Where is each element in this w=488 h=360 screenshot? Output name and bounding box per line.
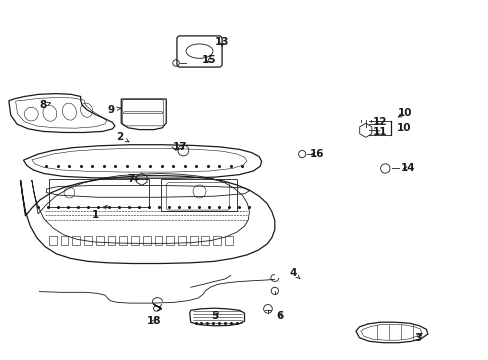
Text: 5: 5 [211,311,218,321]
Bar [166,236,174,245]
Bar [213,236,221,245]
Bar [84,236,92,245]
Text: 8: 8 [40,100,50,110]
Bar [119,236,127,245]
Bar [72,236,80,245]
Text: 11: 11 [372,127,387,138]
Bar [61,236,68,245]
Bar [201,236,209,245]
Text: 7: 7 [127,174,138,184]
Bar [161,179,237,211]
Bar [49,179,149,207]
Text: 15: 15 [202,55,216,66]
Text: 10: 10 [397,108,411,118]
Text: 6: 6 [276,311,283,321]
Bar [224,236,232,245]
Text: 10: 10 [396,123,411,133]
Text: 13: 13 [215,37,229,48]
Bar [178,236,185,245]
Bar [189,236,197,245]
Text: 18: 18 [146,316,161,326]
Text: 16: 16 [309,149,324,159]
Text: 9: 9 [108,105,121,115]
Text: 2: 2 [116,132,129,142]
Text: 12: 12 [372,117,387,127]
Bar [96,236,103,245]
Bar [131,236,139,245]
Text: 4: 4 [289,268,299,279]
Text: 14: 14 [400,163,415,174]
Text: 3: 3 [414,333,421,343]
Bar [49,236,57,245]
Bar [142,236,150,245]
Text: 17: 17 [172,142,187,152]
Text: 1: 1 [92,206,107,220]
Bar [154,236,162,245]
Bar [107,236,115,245]
